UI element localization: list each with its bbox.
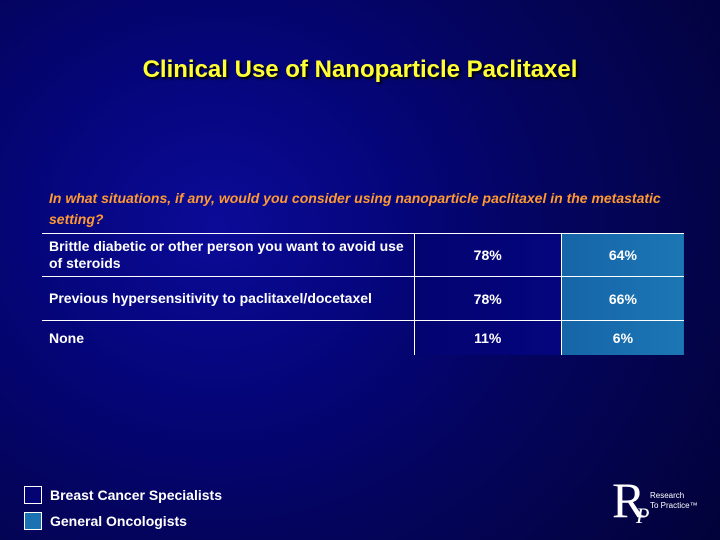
- specialists-value: 78%: [413, 276, 562, 321]
- logo-letter-p: P: [636, 503, 650, 528]
- specialists-value: 11%: [413, 320, 562, 355]
- slide-title: Clinical Use of Nanoparticle Paclitaxel: [142, 56, 578, 83]
- results-table: Brittle diabetic or other person you wan…: [42, 233, 684, 355]
- table-row: Previous hypersensitivity to paclitaxel/…: [42, 276, 684, 321]
- legend-label: Breast Cancer Specialists: [50, 486, 222, 503]
- oncologists-value: 64%: [560, 233, 684, 277]
- oncologists-value: 66%: [560, 276, 684, 321]
- oncologists-value: 6%: [560, 320, 684, 355]
- legend-item-oncologists: General Oncologists: [24, 511, 187, 530]
- research-to-practice-logo: R P Research To Practice™: [612, 474, 712, 530]
- logo-letter-r: R: [612, 472, 646, 528]
- legend-label: General Oncologists: [50, 512, 187, 529]
- table-row: Brittle diabetic or other person you wan…: [42, 233, 684, 277]
- specialists-swatch: [24, 485, 42, 504]
- row-label: Previous hypersensitivity to paclitaxel/…: [42, 276, 415, 321]
- logo-line-2: To Practice™: [650, 501, 698, 510]
- survey-question: In what situations, if any, would you co…: [49, 190, 661, 227]
- legend-item-specialists: Breast Cancer Specialists: [24, 485, 222, 504]
- row-label: Brittle diabetic or other person you wan…: [42, 233, 415, 277]
- table-row: None 11% 6%: [42, 320, 684, 355]
- oncologists-swatch: [24, 511, 42, 530]
- logo-line-1: Research: [650, 491, 685, 500]
- row-label: None: [42, 320, 415, 355]
- logo-text: Research To Practice™: [650, 491, 698, 511]
- specialists-value: 78%: [413, 233, 562, 277]
